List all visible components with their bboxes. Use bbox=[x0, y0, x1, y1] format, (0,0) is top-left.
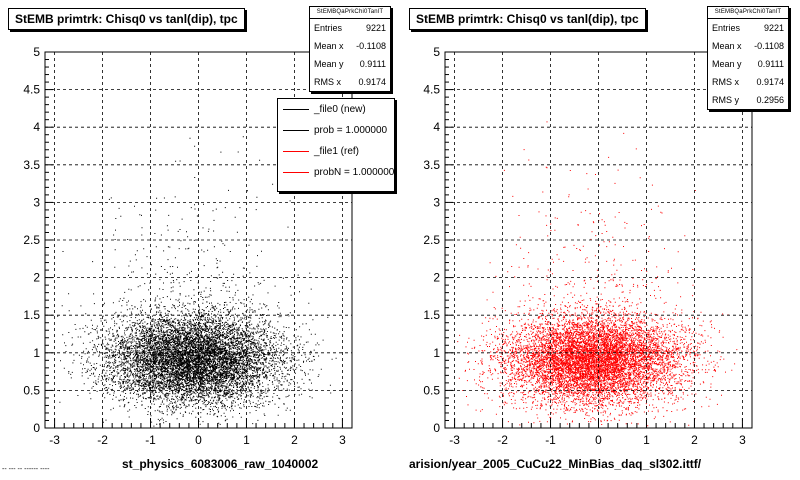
y-tick-label: 1 bbox=[433, 346, 440, 360]
x-tick-label: -3 bbox=[49, 433, 60, 447]
x-tick-label: 0 bbox=[195, 433, 202, 447]
legend-swatch-file0 bbox=[283, 109, 309, 110]
x-tick-label: 3 bbox=[739, 433, 746, 447]
left-stats-row-mean-x: Mean x -0.1108 bbox=[314, 41, 386, 51]
right-scatter-plot: 0 0.5 1 1.5 2 2.5 3 3.5 4 4.5 5 -3 -2 -1 0 1 2 3 bbox=[423, 45, 753, 447]
legend-entry-file1: _file1 (ref) bbox=[278, 141, 394, 162]
legend-entry-prob: prob = 1.000000 bbox=[278, 120, 394, 141]
y-tick-label: 3.5 bbox=[423, 158, 440, 172]
y-tick-label: 1.5 bbox=[423, 308, 440, 322]
right-x-axis-label: arision/year_2005_CuCu22_MinBias_daq_sl3… bbox=[409, 457, 702, 471]
y-tick-label: 3 bbox=[33, 195, 40, 209]
y-tick-label: 3 bbox=[433, 195, 440, 209]
left-stats-box: StEMBQaPrkChi0TanlT Entries 9221 Mean x -0… bbox=[309, 6, 391, 92]
left-stats-row-entries: Entries 9221 bbox=[314, 23, 386, 33]
x-tick-label: 1 bbox=[243, 433, 250, 447]
left-stats-header: StEMBQaPrkChi0TanlT bbox=[310, 7, 390, 19]
right-stats-row-rms-y: RMS y 0.2956 bbox=[712, 95, 784, 105]
y-tick-label: 5 bbox=[433, 45, 440, 59]
legend-swatch-prob bbox=[283, 130, 309, 131]
right-stats-header: StEMBQaPrkChi0TanlT bbox=[708, 7, 788, 19]
x-tick-label: -3 bbox=[449, 433, 460, 447]
y-tick-label: 1 bbox=[33, 346, 40, 360]
y-tick-label: 0.5 bbox=[423, 383, 440, 397]
right-plot-title: StEMB primtrk: Chisq0 vs tanl(dip), tpc bbox=[409, 8, 646, 30]
legend-swatch-probn bbox=[283, 172, 309, 173]
y-tick-label: 5 bbox=[33, 45, 40, 59]
x-tick-label: 1 bbox=[643, 433, 650, 447]
legend-swatch-file1 bbox=[283, 151, 309, 152]
y-tick-label: 1.5 bbox=[23, 308, 40, 322]
legend-entry-probn: probN = 1.000000 bbox=[278, 162, 394, 183]
x-tick-label: -2 bbox=[97, 433, 108, 447]
y-tick-label: 2.5 bbox=[23, 233, 40, 247]
right-stats-row-entries: Entries 9221 bbox=[712, 23, 784, 33]
right-stats-row-mean-x: Mean x -0.1108 bbox=[712, 41, 784, 51]
right-stats-row-rms-x: RMS x 0.9174 bbox=[712, 77, 784, 87]
y-tick-label: 0 bbox=[33, 421, 40, 435]
legend-box: _file0 (new) prob = 1.000000 _file1 (ref… bbox=[277, 98, 395, 192]
x-tick-label: -2 bbox=[497, 433, 508, 447]
x-tick-label: 0 bbox=[595, 433, 602, 447]
y-tick-label: 4.5 bbox=[423, 83, 440, 97]
left-histogram-pad: 0 0.5 1 1.5 2 2.5 3 3.5 4 4.5 5 -3 -2 -1 0 1 2 3 StEMB pr… bbox=[8, 6, 395, 471]
x-tick-label: 2 bbox=[691, 433, 698, 447]
left-plot-title: StEMB primtrk: Chisq0 vs tanl(dip), tpc bbox=[8, 8, 245, 30]
y-tick-label: 2 bbox=[433, 271, 440, 285]
y-tick-label: 4.5 bbox=[23, 83, 40, 97]
scatter-points bbox=[457, 121, 738, 427]
y-tick-label: 0 bbox=[433, 421, 440, 435]
left-x-axis-label: st_physics_6083006_raw_1040002 bbox=[122, 457, 319, 471]
y-tick-label: 4 bbox=[433, 120, 440, 134]
y-tick-label: 4 bbox=[33, 120, 40, 134]
x-tick-label: -1 bbox=[545, 433, 556, 447]
x-tick-label: -1 bbox=[145, 433, 156, 447]
legend-entry-file0: _file0 (new) bbox=[278, 99, 394, 120]
y-tick-label: 2 bbox=[33, 271, 40, 285]
footer-note: -- --- -- ------ ---- bbox=[2, 466, 50, 473]
y-tick-label: 2.5 bbox=[423, 233, 440, 247]
y-tick-label: 0.5 bbox=[23, 383, 40, 397]
left-stats-row-mean-y: Mean y 0.9111 bbox=[314, 59, 386, 69]
x-tick-label: 2 bbox=[291, 433, 298, 447]
left-stats-row-rms-x: RMS x 0.9174 bbox=[314, 77, 386, 87]
scatter-points bbox=[57, 136, 337, 427]
right-stats-row-mean-y: Mean y 0.9111 bbox=[712, 59, 784, 69]
y-tick-label: 3.5 bbox=[23, 158, 40, 172]
right-histogram-pad: 0 0.5 1 1.5 2 2.5 3 3.5 4 4.5 5 -3 -2 -1 0 1 2 3 StEMB pr… bbox=[400, 0, 800, 480]
right-stats-box: StEMBQaPrkChi0TanlT Entries 9221 Mean x -0… bbox=[707, 6, 789, 110]
x-tick-label: 3 bbox=[339, 433, 346, 447]
